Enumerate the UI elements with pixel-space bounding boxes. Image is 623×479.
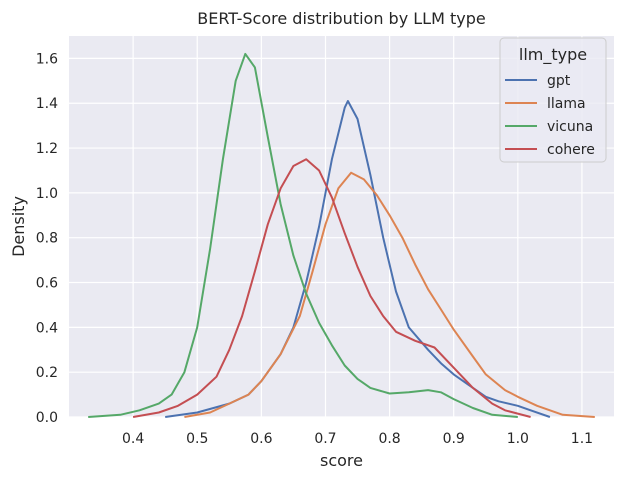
legend-label-llama: llama [547, 96, 586, 112]
y-tick-label: 0.8 [36, 231, 58, 247]
series-line-cohere [132, 158, 531, 418]
x-tick-label: 0.6 [250, 431, 272, 447]
series-lines [88, 52, 595, 418]
legend-items: gpt llama vicuna cohere [505, 73, 595, 158]
y-tick-label: 1.2 [36, 141, 58, 157]
y-tick-label: 0.2 [36, 365, 58, 381]
series-line-vicuna [88, 52, 518, 418]
tick-labels: 0.4 0.5 0.6 0.7 0.8 0.9 1.0 1.1 0.0 0.2 0.4 0.6 0.8 1… [36, 51, 593, 447]
x-tick-label: 1.1 [571, 431, 593, 447]
y-tick-label: 1.4 [36, 96, 58, 112]
y-tick-label: 0.0 [36, 410, 58, 426]
x-axis-label: score [320, 451, 363, 470]
x-tick-label: 0.5 [186, 431, 208, 447]
x-tick-label: 0.9 [443, 431, 465, 447]
legend-label-vicuna: vicuna [547, 119, 593, 135]
y-tick-label: 0.4 [36, 320, 58, 336]
y-axis-label: Density [9, 196, 28, 257]
legend-label-gpt: gpt [547, 73, 571, 89]
legend-box [499, 37, 607, 163]
chart-title: BERT-Score distribution by LLM type [197, 9, 485, 28]
x-tick-label: 1.0 [507, 431, 529, 447]
y-tick-label: 0.6 [36, 276, 58, 292]
x-tick-label: 0.4 [122, 431, 144, 447]
legend-title: llm_type [519, 45, 587, 65]
x-tick-label: 0.7 [314, 431, 336, 447]
legend-label-cohere: cohere [547, 142, 595, 158]
x-tick-label: 0.8 [378, 431, 400, 447]
series-line-llama [184, 171, 595, 418]
y-tick-label: 1.6 [36, 51, 58, 67]
y-tick-label: 1.0 [36, 186, 58, 202]
legend: llm_type gpt llama vicuna cohere [499, 37, 607, 163]
